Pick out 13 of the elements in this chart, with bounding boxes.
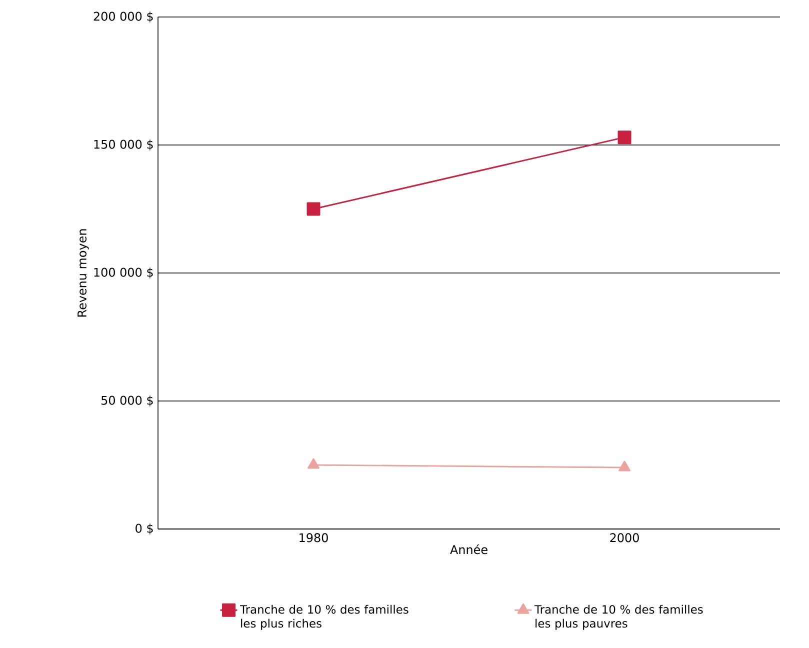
y-axis-title: Revenu moyen — [78, 229, 89, 317]
x-tick-label: 1980 — [300, 533, 328, 542]
y-tick-label: 100 000 $ — [94, 268, 153, 278]
x-tick-label: 2000 — [610, 533, 639, 542]
y-tick-label: 150 000 $ — [94, 140, 153, 150]
y-tick-label: 200 000 $ — [94, 12, 153, 22]
y-tick-label: 0 $ — [136, 524, 153, 534]
point — [618, 130, 632, 144]
point — [306, 202, 320, 216]
legend-label: Tranche de 10 % des familles les plus pauvres — [534, 604, 703, 630]
y-tick-label: 50 000 $ — [102, 396, 153, 406]
legend-label: Tranche de 10 % des familles les plus riches — [240, 604, 408, 630]
x-axis-title: Année — [450, 544, 488, 554]
